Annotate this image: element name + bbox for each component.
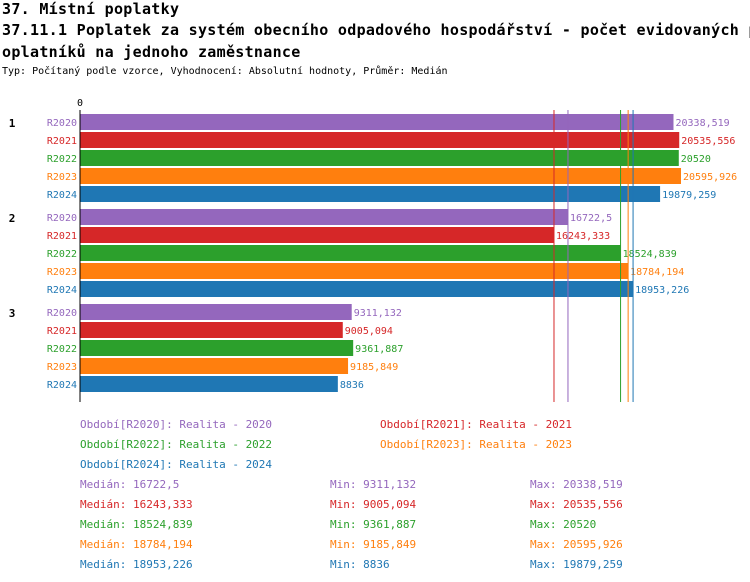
bar	[80, 263, 629, 279]
legend-item: Období[R2020]: Realita - 2020	[80, 418, 273, 431]
bar	[80, 358, 349, 374]
stat-median: Medián: 16722,5	[80, 478, 180, 491]
bar	[80, 209, 568, 225]
bar	[80, 376, 338, 392]
bar	[80, 114, 674, 130]
stat-max: Max: 20520	[530, 518, 597, 531]
series-label: R2020	[47, 308, 77, 319]
series-label: R2021	[47, 136, 77, 147]
series-label: R2020	[47, 118, 77, 129]
legend-item: Období[R2023]: Realita - 2023	[380, 438, 573, 451]
stat-max: Max: 20595,926	[530, 538, 623, 551]
group-label: 1	[9, 117, 16, 130]
data-label: 18524,839	[623, 249, 677, 260]
stat-max: Max: 19879,259	[530, 558, 623, 571]
series-label: R2020	[47, 213, 77, 224]
chart-subtitle: Typ: Počítaný podle vzorce, Vyhodnocení:…	[2, 66, 448, 77]
stat-median: Medián: 18953,226	[80, 558, 193, 571]
bar	[80, 245, 621, 261]
bar	[80, 227, 554, 243]
series-label: R2024	[47, 285, 77, 296]
series-label: R2022	[47, 249, 77, 260]
data-label: 9185,849	[350, 362, 398, 373]
data-label: 16722,5	[570, 213, 612, 224]
data-label: 18784,194	[630, 267, 684, 278]
data-label: 9361,887	[355, 344, 403, 355]
stat-max: Max: 20338,519	[530, 478, 623, 491]
chart-title-line-1: 37.11.1 Poplatek za systém obecního odpa…	[2, 21, 750, 39]
data-label: 20338,519	[675, 118, 729, 129]
legend-item: Období[R2024]: Realita - 2024	[80, 458, 273, 471]
bar	[80, 186, 661, 202]
data-label: 20520	[681, 154, 711, 165]
bar	[80, 340, 354, 356]
stat-min: Min: 9005,094	[330, 498, 417, 511]
stat-min: Min: 9185,849	[330, 538, 417, 551]
bar	[80, 281, 634, 297]
data-label: 8836	[340, 380, 364, 391]
chart-title-line-2: oplatníků na jednoho zaměstnance	[2, 43, 301, 61]
legend-item: Období[R2021]: Realita - 2021	[380, 418, 573, 431]
stat-max: Max: 20535,556	[530, 498, 623, 511]
stat-median: Medián: 18524,839	[80, 518, 193, 531]
series-label: R2021	[47, 231, 77, 242]
group-label: 3	[9, 307, 16, 320]
stat-min: Min: 8836	[330, 558, 390, 571]
bar	[80, 168, 681, 184]
series-label: R2023	[47, 362, 77, 373]
bar	[80, 132, 680, 148]
axis-zero-label: 0	[77, 98, 83, 109]
data-label: 19879,259	[662, 190, 716, 201]
stat-median: Medián: 16243,333	[80, 498, 193, 511]
series-label: R2023	[47, 267, 77, 278]
series-label: R2024	[47, 380, 77, 391]
bar	[80, 150, 679, 166]
stat-min: Min: 9361,887	[330, 518, 417, 531]
legend-item: Období[R2022]: Realita - 2022	[80, 438, 273, 451]
group-label: 2	[9, 212, 16, 225]
series-label: R2022	[47, 344, 77, 355]
page-title: 37. Místní poplatky	[2, 0, 180, 18]
data-label: 9005,094	[345, 326, 393, 337]
data-label: 16243,333	[556, 231, 610, 242]
series-label: R2023	[47, 172, 77, 183]
data-label: 20535,556	[681, 136, 735, 147]
stat-min: Min: 9311,132	[330, 478, 417, 491]
series-label: R2024	[47, 190, 77, 201]
bar	[80, 304, 352, 320]
data-label: 9311,132	[354, 308, 402, 319]
stat-median: Medián: 18784,194	[80, 538, 193, 551]
series-label: R2022	[47, 154, 77, 165]
data-label: 18953,226	[635, 285, 689, 296]
series-label: R2021	[47, 326, 77, 337]
bar	[80, 322, 343, 338]
data-label: 20595,926	[683, 172, 737, 183]
